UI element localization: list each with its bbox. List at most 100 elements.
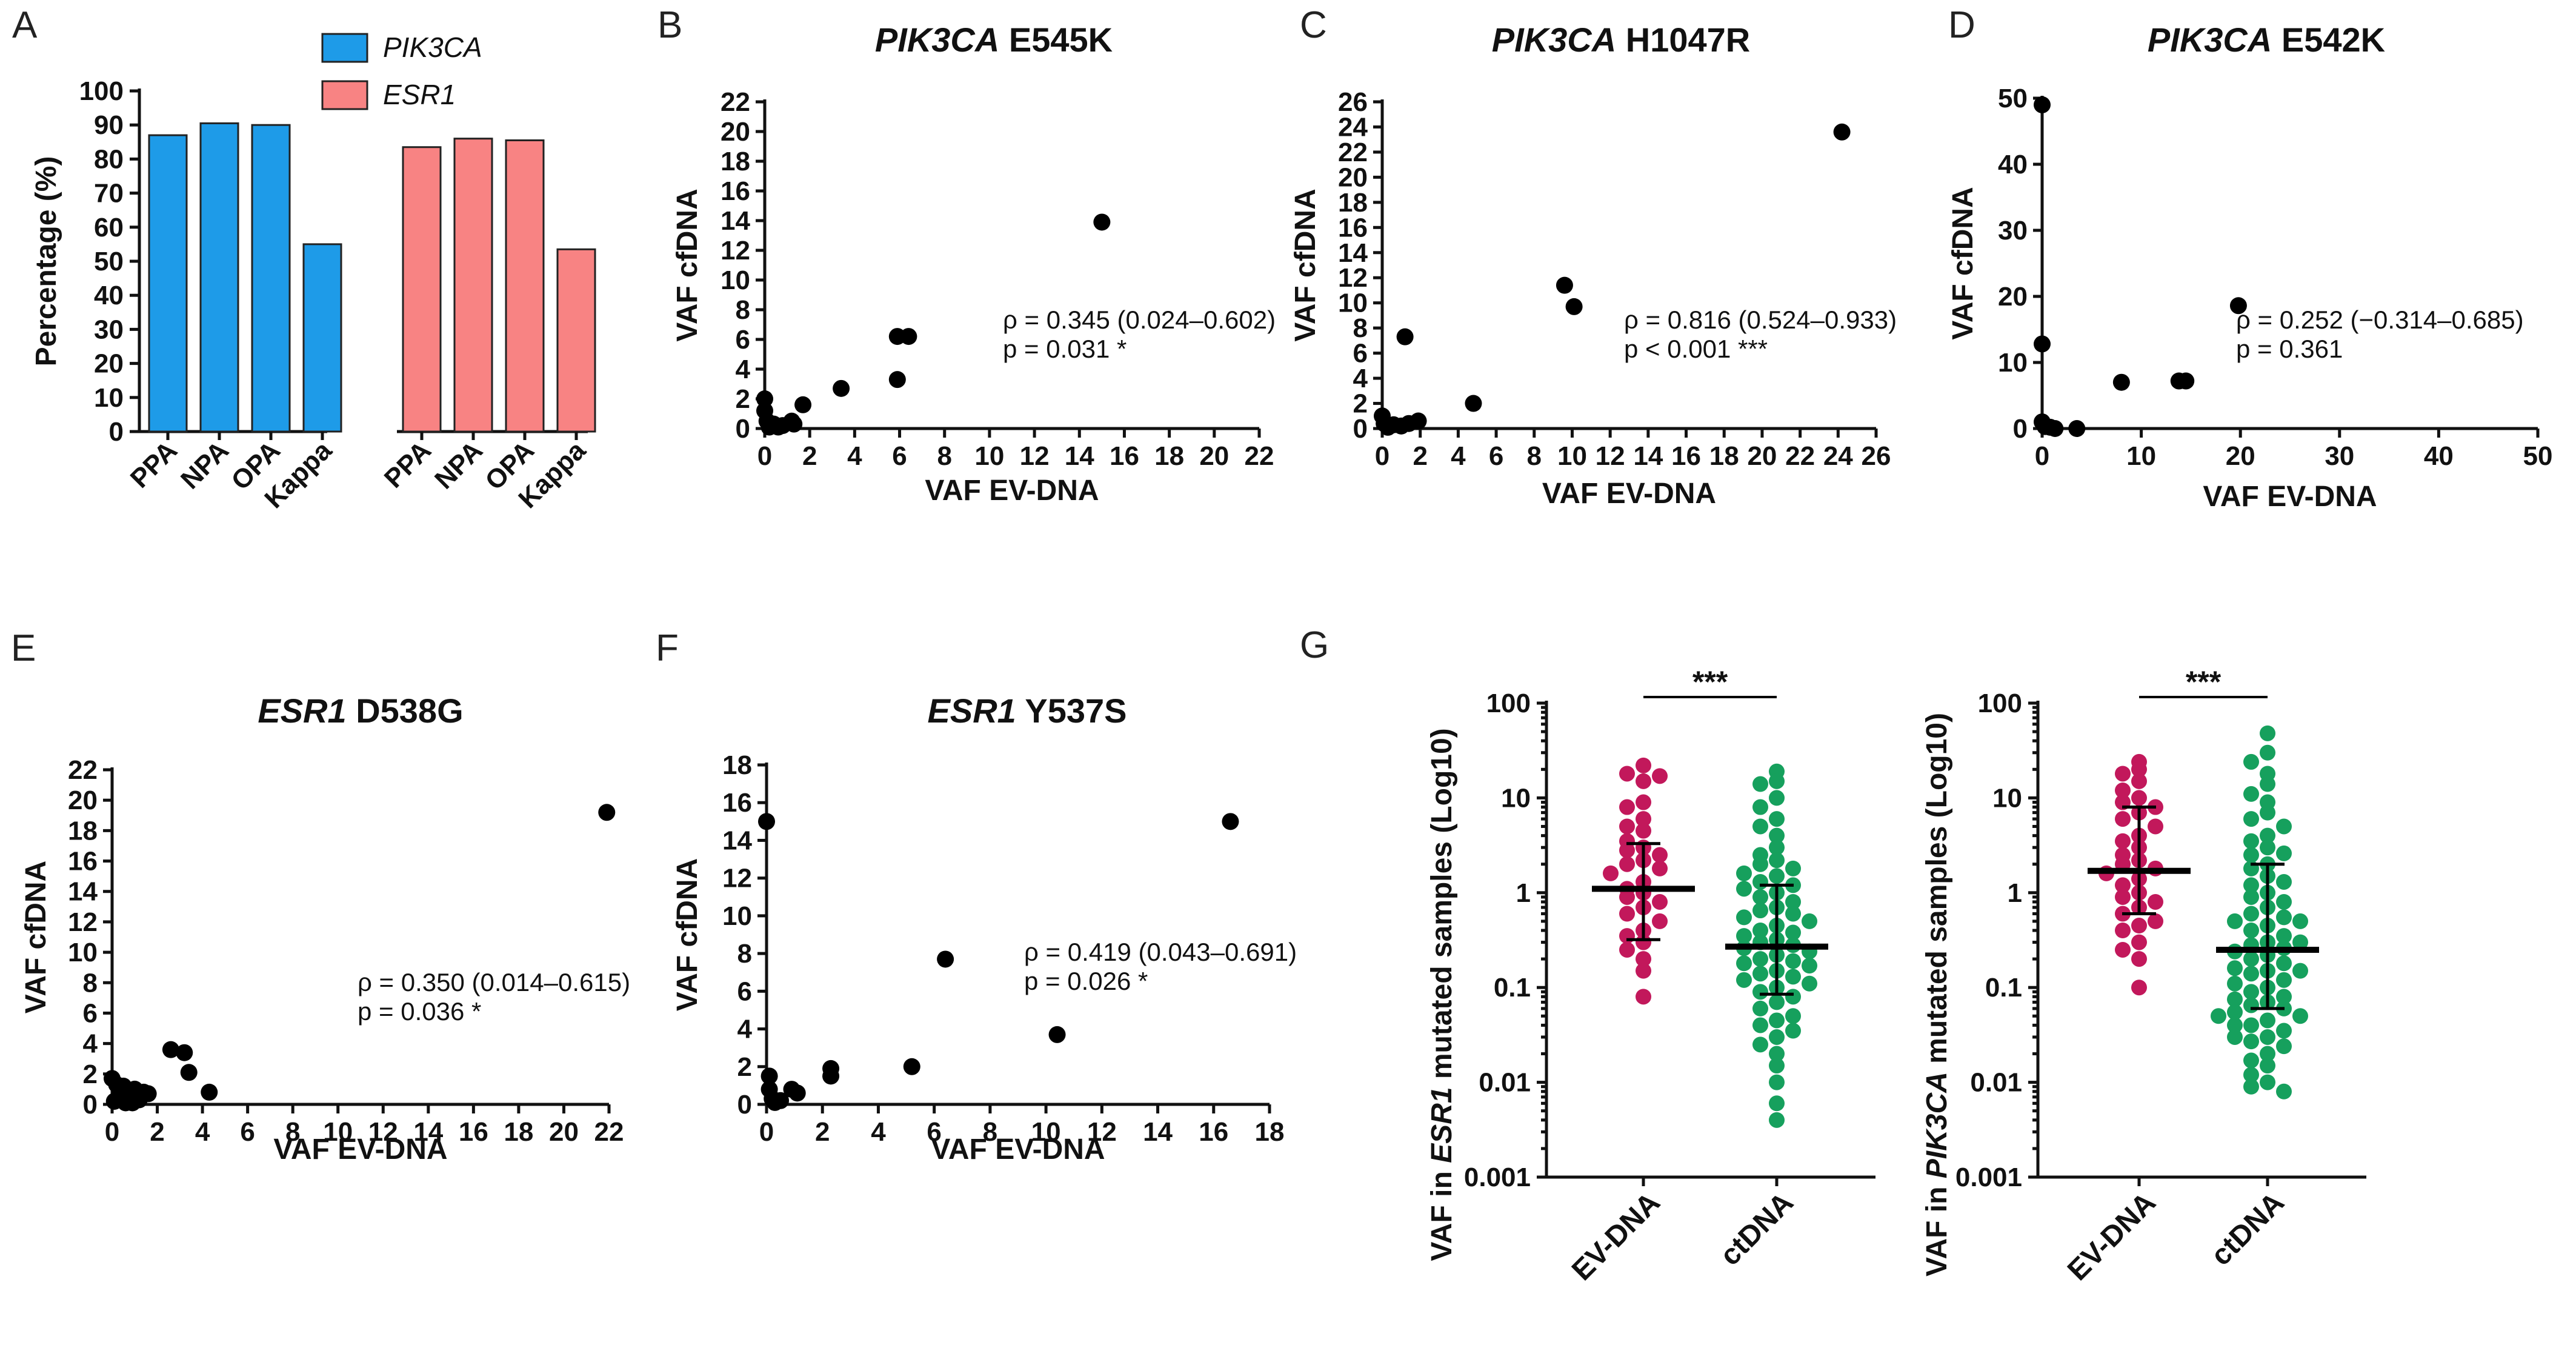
- y-tick-label: 10: [1992, 783, 2022, 813]
- x-tick-label: 4: [195, 1117, 210, 1147]
- y-tick-label: 10: [1501, 783, 1531, 813]
- panel-e-axes: [103, 767, 611, 1113]
- data-point: [105, 1092, 123, 1110]
- data-point-ctdna: [2260, 1046, 2275, 1062]
- data-point-ctdna: [1769, 852, 1785, 869]
- x-tick-label: 0: [759, 1117, 774, 1147]
- data-point-ctdna: [2276, 989, 2292, 1005]
- data-point-ev-dna: [2131, 980, 2147, 996]
- data-point-ev-dna: [1619, 856, 1635, 872]
- data-point-ev-dna: [1619, 818, 1635, 835]
- x-tick-label: 22: [1245, 441, 1274, 471]
- ylabel-post: mutated samples (Log10): [1921, 713, 1953, 1072]
- y-tick-label: 14: [1338, 238, 1368, 268]
- title-gene: PIK3CA: [1492, 21, 1616, 59]
- data-point-ctdna: [2243, 1078, 2259, 1095]
- stat-p: p = 0.031 *: [1003, 335, 1127, 363]
- x-tick-label: 10: [1031, 1117, 1061, 1147]
- data-point-ctdna: [1752, 889, 1768, 905]
- data-point-ev-dna: [1619, 766, 1635, 782]
- data-point-ctdna: [2227, 960, 2243, 976]
- data-point-ctdna: [1769, 994, 1785, 1010]
- title-variant: E542K: [2272, 21, 2385, 59]
- panel-d-axes: [2033, 96, 2540, 438]
- x-tick-label: 8: [285, 1117, 300, 1147]
- data-point-ctdna: [2227, 1004, 2243, 1020]
- bar-pik3ca-opa: [251, 124, 291, 433]
- data-point-ev-dna: [1619, 928, 1635, 944]
- stat-p: p = 0.026 *: [1024, 967, 1148, 995]
- y-tick-label: 10: [721, 265, 750, 295]
- data-point-ev-dna: [1652, 847, 1668, 863]
- panel-letter-f: F: [656, 627, 679, 669]
- data-point-ctdna: [1769, 868, 1785, 884]
- x-tick-label: 18: [504, 1117, 533, 1147]
- panel-title-d: PIK3CA E542K: [2148, 21, 2385, 59]
- data-point: [1409, 412, 1427, 430]
- data-point-ev-dna: [1636, 794, 1651, 810]
- x-tick-label: 22: [594, 1117, 624, 1147]
- data-point-ctdna: [1785, 1023, 1801, 1039]
- y-tick-label: 0.01: [1479, 1068, 1531, 1098]
- x-tick-label: 16: [459, 1117, 488, 1147]
- data-point-ctdna: [2292, 963, 2308, 979]
- bar-pik3ca-ppa: [148, 134, 188, 433]
- y-tick-label: 100: [79, 76, 124, 106]
- x-tick-label: 20: [2226, 441, 2255, 471]
- x-tick-label: 0: [1375, 441, 1390, 471]
- ylabel-pre: VAF in: [1426, 1163, 1458, 1261]
- x-tick-label: NPA: [429, 435, 488, 495]
- y-tick-label: 18: [1338, 188, 1368, 218]
- data-point-ev-dna: [2131, 951, 2147, 967]
- significance-label: ***: [1692, 665, 1728, 699]
- legend-label-pik3ca: PIK3CA: [383, 32, 482, 63]
- y-tick-label: 4: [737, 1015, 753, 1044]
- y-axis-title: VAF cfDNA: [1290, 189, 1322, 341]
- data-point-ctdna: [1752, 1036, 1768, 1053]
- panel-a: A 0 10 20 30 40 50 60 70 80 90 100 Percentage (%) PPA…: [12, 4, 596, 514]
- x-tick-label: PPA: [125, 435, 183, 493]
- y-tick-label: 2: [83, 1060, 98, 1089]
- panel-f: F ESR1 Y537S 0 2 4 6 8 10 12 14 16 18 0 2 4 6 8 10 12 14 16 1…: [656, 627, 1297, 1166]
- x-tick-label: 50: [2523, 441, 2553, 471]
- data-point-ctdna: [1769, 1095, 1785, 1112]
- data-point-ev-dna: [1652, 860, 1668, 876]
- x-tick-label: 12: [1087, 1117, 1117, 1147]
- y-tick-label: 16: [68, 847, 98, 876]
- data-point: [756, 390, 773, 407]
- y-tick-label: 12: [721, 236, 750, 265]
- title-variant: E545K: [999, 21, 1113, 59]
- data-point-ctdna: [2276, 893, 2292, 910]
- y-tick-label: 10: [94, 383, 124, 413]
- data-point-ctdna: [2243, 811, 2259, 827]
- y-tick-label: 60: [94, 213, 124, 242]
- x-tick-label: 26: [1862, 441, 1891, 471]
- x-tick-label-ctdna: ctDNA: [1714, 1186, 1800, 1272]
- data-point-ctdna: [2276, 955, 2292, 972]
- y-axis-title: VAF cfDNA: [20, 861, 52, 1013]
- y-tick-label: 0.001: [1464, 1163, 1531, 1192]
- x-tick-label: 0: [105, 1117, 119, 1147]
- y-tick-label: 16: [722, 788, 752, 818]
- data-point: [788, 1084, 806, 1102]
- data-point-ctdna: [1752, 1017, 1768, 1033]
- data-point: [1556, 276, 1573, 294]
- data-point-ctdna: [2243, 984, 2259, 1000]
- data-point-ctdna: [2260, 804, 2275, 821]
- data-point-ctdna: [1769, 1112, 1785, 1128]
- x-axis-title: VAF EV-DNA: [925, 475, 1099, 507]
- data-point-ctdna: [2276, 1083, 2292, 1100]
- data-point-ctdna: [1802, 913, 1817, 929]
- significance-label: ***: [2186, 665, 2222, 699]
- data-point-ctdna: [1752, 776, 1768, 792]
- y-tick-label: 22: [1338, 138, 1368, 167]
- data-point-ev-dna: [2115, 941, 2131, 958]
- data-point-ctdna: [2276, 972, 2292, 988]
- data-point-ctdna: [1785, 969, 1801, 985]
- ylabel-pre: VAF in: [1921, 1178, 1953, 1277]
- x-tick-label: 6: [240, 1117, 255, 1147]
- x-tick-label: 10: [1557, 441, 1587, 471]
- y-tick-label: 20: [1998, 282, 2028, 312]
- y-tick-label: 26: [1338, 87, 1368, 117]
